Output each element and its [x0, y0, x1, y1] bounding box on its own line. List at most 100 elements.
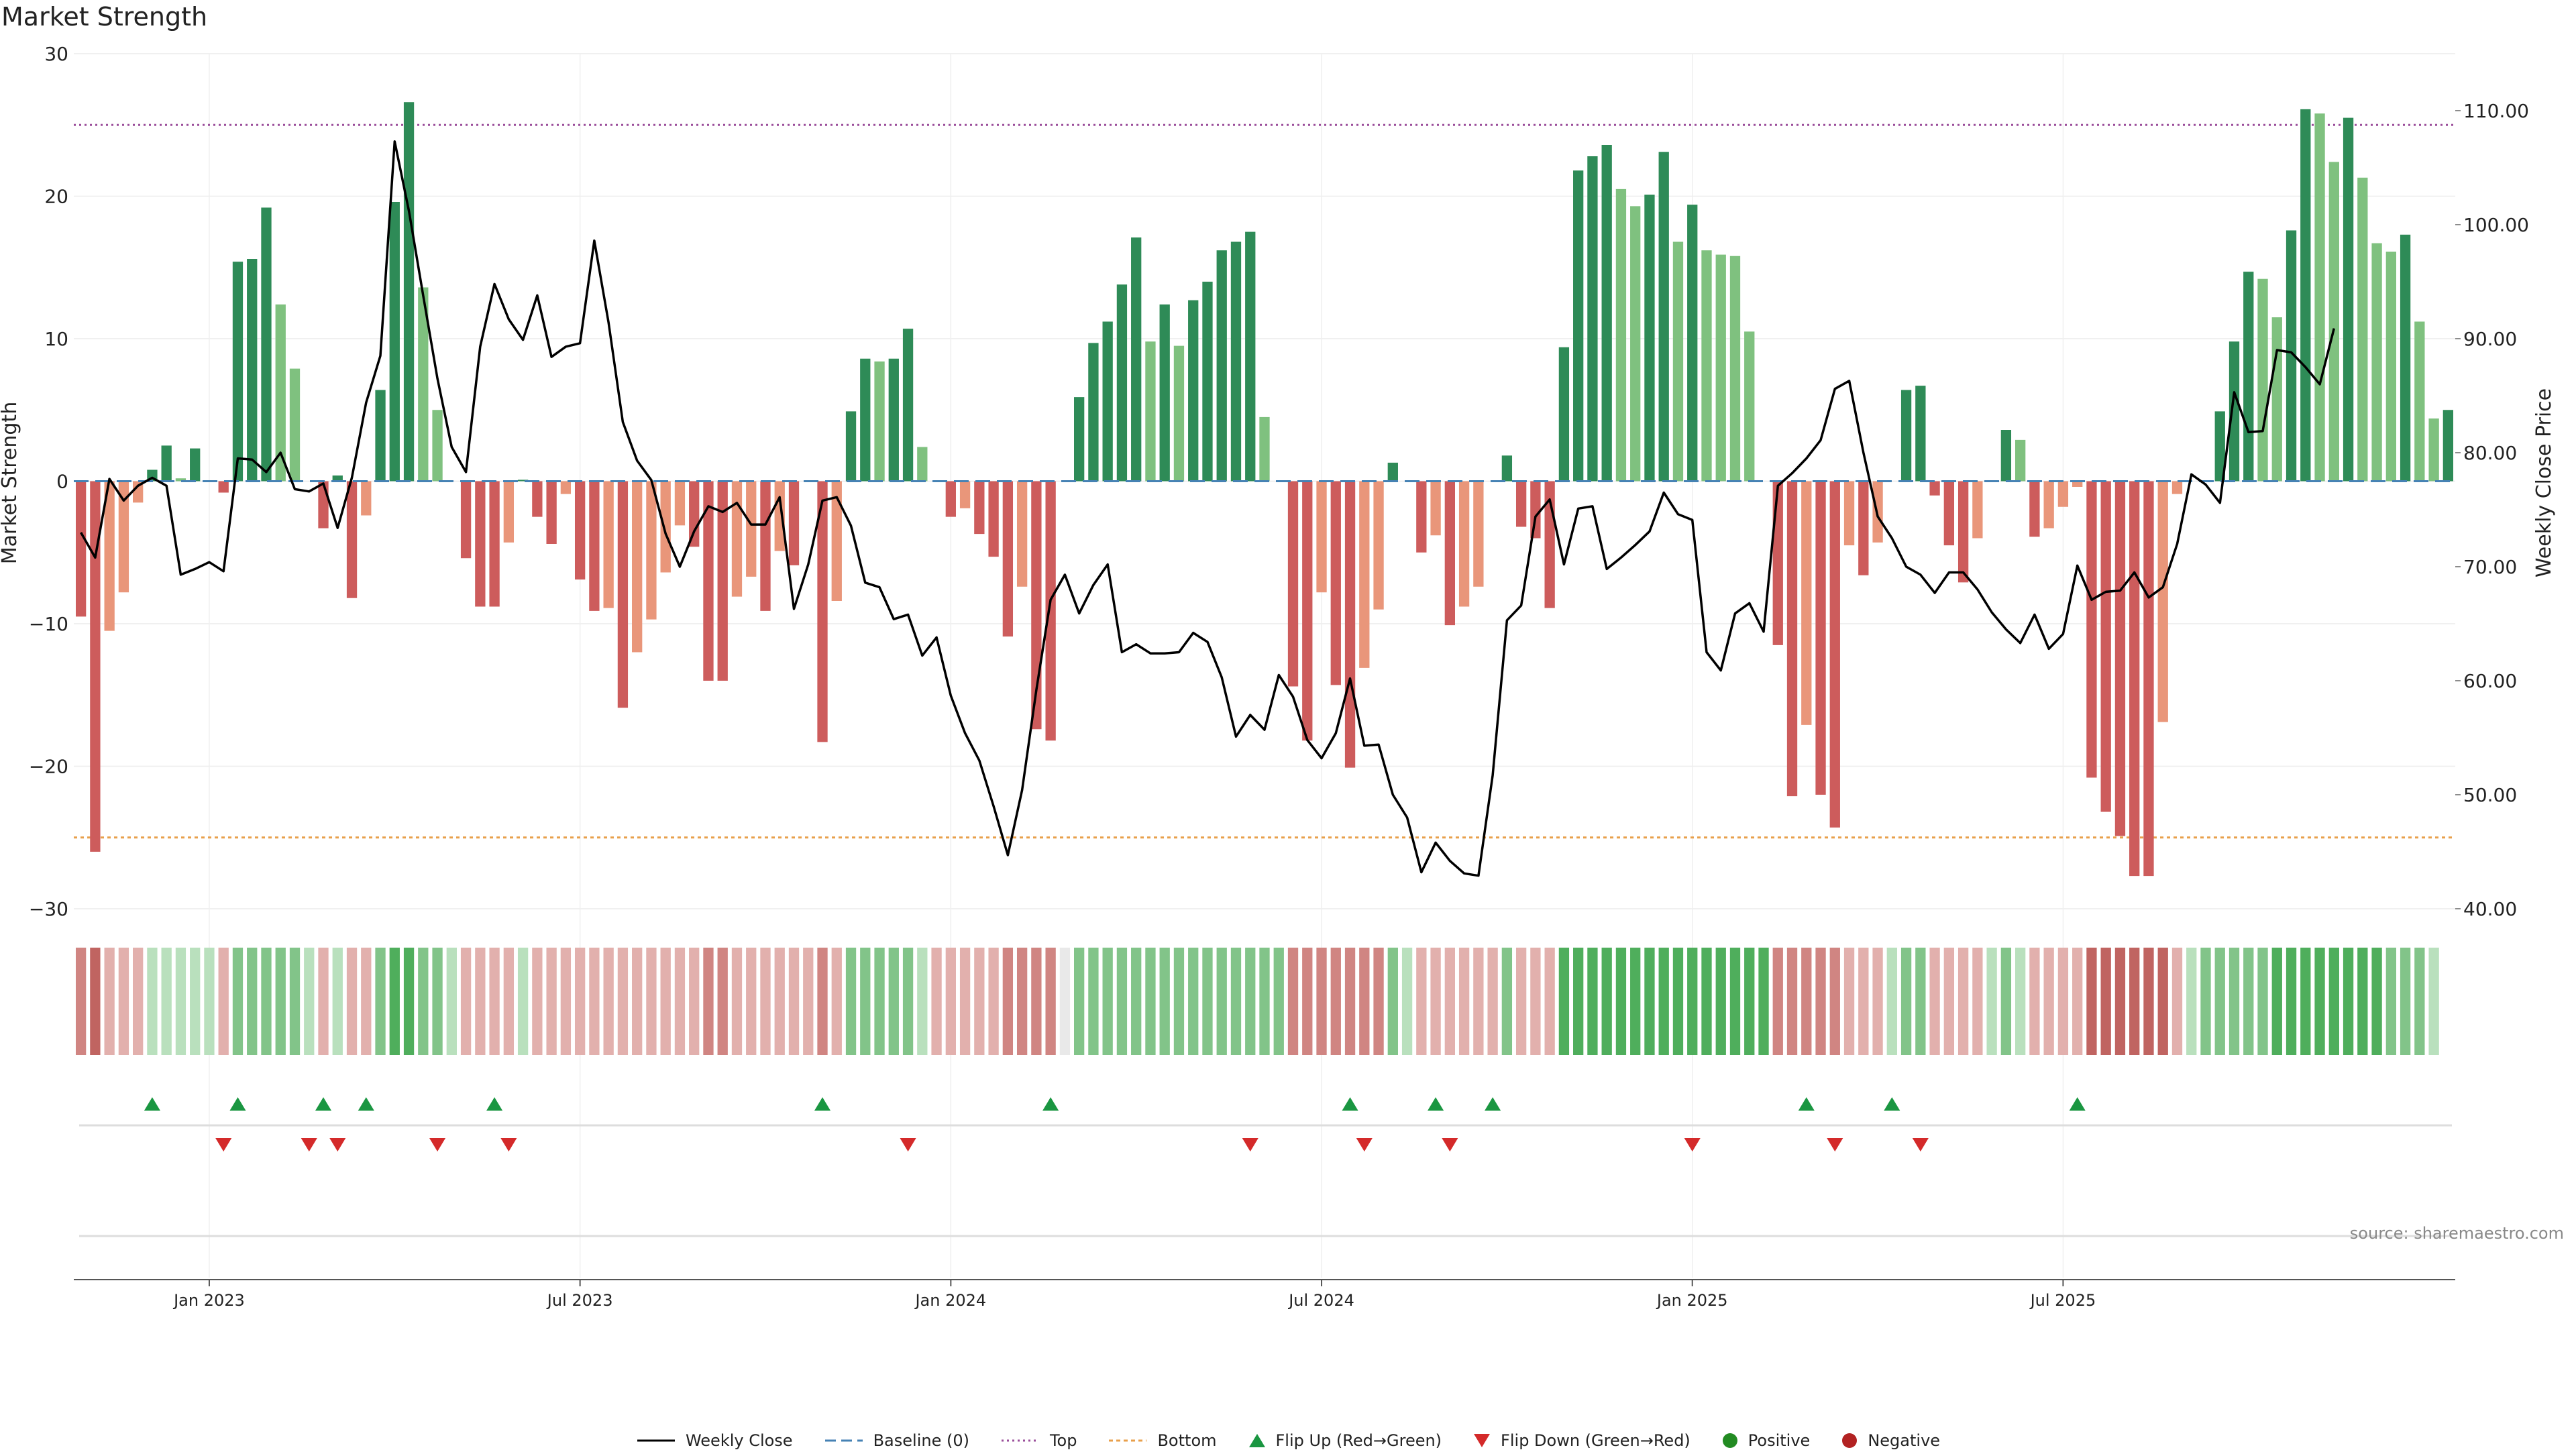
heat-cell [332, 948, 343, 1055]
strength-bar [1088, 343, 1099, 482]
strength-bar [1230, 241, 1242, 482]
strength-bar [2086, 481, 2097, 778]
heat-cell [717, 948, 728, 1055]
heat-cell [2357, 948, 2368, 1055]
weekly-close-line-layer [80, 140, 2335, 877]
legend: Weekly Close Baseline (0) Top Bottom Fli… [0, 1425, 2576, 1456]
strength-bar [489, 481, 500, 607]
heat-cell [1758, 948, 1769, 1055]
strength-bar [1045, 481, 1056, 741]
strength-bar [860, 358, 871, 482]
strength-bar [589, 481, 600, 611]
y2-tick-label: 100.00 [2463, 214, 2529, 236]
x-axis: Jan 2023 Jul 2023 Jan 2024 Jul 2024 Jan 2025… [74, 1279, 2455, 1310]
strength-bar [261, 207, 272, 482]
heat-cell [617, 948, 629, 1055]
heat-cell [2114, 948, 2126, 1055]
strength-bar [1558, 347, 1570, 482]
heat-cell [1344, 948, 1356, 1055]
heat-cell [204, 948, 215, 1055]
strength-bar [632, 481, 643, 653]
strength-bar [1957, 481, 1969, 583]
heat-cell [902, 948, 914, 1055]
strength-bar [546, 481, 557, 544]
strength-bar [1373, 481, 1384, 610]
strength-bar [1829, 481, 1840, 828]
strength-bar [746, 481, 757, 577]
heat-cell [774, 948, 785, 1055]
heat-cell [1687, 948, 1698, 1055]
y-tick-label: 10 [44, 328, 68, 350]
strength-bar [1858, 481, 1869, 575]
strength-bar [1530, 481, 1541, 539]
heat-cell [646, 948, 657, 1055]
heat-cell [1102, 948, 1113, 1055]
strength-bar [831, 481, 842, 601]
heat-cell [1031, 948, 1042, 1055]
strength-bar [1145, 341, 1156, 482]
heat-cell [1473, 948, 1484, 1055]
heat-cell [232, 948, 244, 1055]
heat-cell [375, 948, 386, 1055]
heat-cell [1672, 948, 1684, 1055]
strength-bar [1116, 284, 1128, 482]
strength-bar [1615, 188, 1627, 482]
strength-bar [403, 102, 415, 482]
strength-bar [1601, 145, 1612, 482]
strength-bar [1701, 250, 1712, 482]
heat-cell [2314, 948, 2325, 1055]
heat-cell [1159, 948, 1170, 1055]
y2-tick-label: 90.00 [2463, 328, 2517, 350]
heat-cell [318, 948, 329, 1055]
strength-bar [646, 481, 657, 620]
heat-cell [1487, 948, 1498, 1055]
strength-bar [2371, 243, 2382, 482]
heat-cell [2143, 948, 2154, 1055]
heat-cell [2057, 948, 2069, 1055]
heat-cell [2343, 948, 2354, 1055]
heat-strip [75, 948, 2439, 1055]
strength-bar [1515, 481, 1527, 527]
heat-cell [2072, 948, 2083, 1055]
strength-bar [560, 481, 572, 494]
threshold-layer [74, 123, 2455, 839]
strength-bar [232, 262, 244, 482]
strength-bar [1074, 397, 1085, 482]
heat-cell [1744, 948, 1755, 1055]
strength-bar [1644, 194, 1655, 482]
heat-cell [1915, 948, 1926, 1055]
strength-bar [1815, 481, 1826, 795]
heat-cell [1245, 948, 1256, 1055]
heat-cell [1131, 948, 1142, 1055]
strength-bar [1915, 386, 1926, 482]
heat-cell [2214, 948, 2225, 1055]
legend-negative: Negative [1841, 1431, 1940, 1450]
legend-label: Negative [1868, 1431, 1941, 1450]
strength-bar [289, 368, 301, 482]
y2-axis-label: Weekly Close Price [2532, 388, 2556, 577]
legend-weekly-close: Weekly Close [636, 1431, 793, 1450]
heat-cell [2286, 948, 2297, 1055]
strength-bar [118, 481, 129, 593]
grid-layer [74, 53, 2455, 1278]
strength-bar [603, 481, 614, 608]
heat-cell [2229, 948, 2240, 1055]
strength-bar [2000, 430, 2012, 482]
heat-cell [1957, 948, 1969, 1055]
flip-down-marker [1356, 1138, 1373, 1152]
heat-cell [2257, 948, 2268, 1055]
heat-cell [218, 948, 229, 1055]
strength-bar [104, 481, 115, 631]
strength-bar [1416, 481, 1427, 553]
strength-bar [1715, 254, 1726, 482]
heat-cell [2129, 948, 2140, 1055]
strength-bar [2428, 418, 2439, 482]
strength-bar [1102, 321, 1113, 482]
legend-positive: Positive [1721, 1431, 1810, 1450]
flip-down-marker [1242, 1138, 1258, 1152]
heat-cell [1074, 948, 1085, 1055]
heat-cell [1316, 948, 1327, 1055]
heat-cell [2300, 948, 2311, 1055]
strength-bar [902, 329, 914, 482]
heat-cell [1729, 948, 1741, 1055]
